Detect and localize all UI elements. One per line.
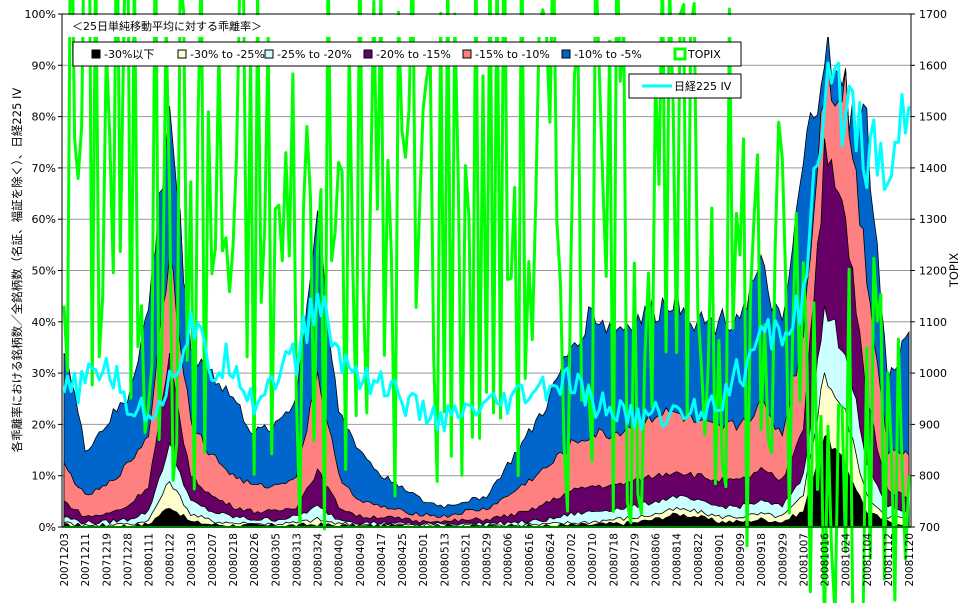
legend-item: -25% to -20% [264, 48, 352, 61]
y2-tick-label: 1300 [919, 213, 947, 226]
x-tick-label: 20080130 [186, 533, 198, 586]
x-tick-label: 20080822 [693, 533, 705, 586]
x-tick-label: 20080409 [355, 533, 367, 586]
y2-tick-label: 1100 [919, 316, 947, 329]
x-tick-label: 20081112 [883, 533, 895, 586]
y-tick-label: 60% [32, 213, 56, 226]
y-tick-label: 90% [32, 59, 56, 72]
chart-title: ＜25日単純移動平均に対する乖離率＞ [72, 19, 262, 33]
x-tick-label: 20071228 [122, 533, 134, 586]
y-tick-label: 80% [32, 111, 56, 124]
x-tick-label: 20081120 [904, 533, 916, 586]
legend-item: -10% to -5% [561, 48, 642, 61]
x-tick-label: 20080521 [460, 533, 472, 586]
iv-legend-label: 日経225 IV [674, 80, 732, 93]
legend-label: TOPIX [687, 48, 721, 61]
y-tick-label: 10% [32, 470, 56, 483]
x-tick-label: 20081016 [820, 533, 832, 587]
x-tick-label: 20080616 [524, 533, 536, 587]
legend-item: -30% to -25% [177, 48, 265, 61]
x-axis-ticks: 20071203 20071211 20071219 20071228 20080111… [59, 533, 916, 587]
x-tick-label: 20080624 [545, 533, 557, 587]
legend-item: -20% to -15% [363, 48, 451, 61]
x-tick-label: 20080909 [735, 533, 747, 586]
x-tick-label: 20080814 [672, 533, 684, 587]
x-tick-label: 20081024 [841, 533, 853, 587]
legend-item: -30%以下 [91, 48, 154, 61]
y2-tick-label: 1700 [919, 8, 947, 21]
legend-swatch [462, 49, 472, 59]
x-tick-label: 20080529 [482, 533, 494, 586]
x-tick-label: 20071211 [80, 533, 92, 586]
x-tick-label: 20080901 [714, 533, 726, 586]
y2-tick-label: 800 [919, 470, 940, 483]
x-tick-label: 20080425 [397, 533, 409, 586]
y2-tick-label: 1400 [919, 162, 947, 175]
y-tick-label: 0% [39, 521, 56, 534]
x-tick-label: 20081104 [862, 533, 874, 587]
x-tick-label: 20071203 [59, 533, 71, 586]
legend-swatch [363, 49, 373, 59]
x-tick-label: 20080417 [376, 533, 388, 586]
y-tick-label: 70% [32, 162, 56, 175]
right-axis-title: TOPIX [947, 253, 961, 288]
y2-tick-label: 1000 [919, 367, 947, 380]
x-tick-label: 20080111 [144, 533, 156, 586]
x-tick-label: 20080806 [651, 533, 663, 587]
y2-tick-label: 1500 [919, 111, 947, 124]
legend-label: -30% to -25% [190, 48, 265, 61]
x-tick-label: 20080313 [291, 533, 303, 586]
legend-swatch [91, 49, 101, 59]
x-tick-label: 20080122 [165, 533, 177, 586]
x-tick-label: 20080702 [566, 533, 578, 586]
x-tick-label: 20080718 [608, 533, 620, 586]
legend-label: -20% to -15% [376, 48, 451, 61]
x-tick-label: 20081007 [798, 533, 810, 586]
legend-label: -10% to -5% [574, 48, 642, 61]
y2-tick-label: 700 [919, 521, 940, 534]
y-tick-label: 30% [32, 367, 56, 380]
x-tick-label: 20080501 [418, 533, 430, 586]
iv-legend: 日経225 IV [628, 73, 742, 99]
legend: -30%以下 -30% to -25% -25% to -20% -20% to -1… [72, 41, 742, 67]
x-tick-label: 20080305 [270, 533, 282, 586]
legend-swatch [177, 49, 187, 59]
legend-swatch [561, 49, 571, 59]
x-tick-label: 20071219 [101, 533, 113, 586]
y2-tick-label: 1600 [919, 59, 947, 72]
legend-swatch [673, 47, 687, 61]
line-topix [62, 0, 911, 603]
legend-label: -15% to -10% [475, 48, 550, 61]
x-tick-label: 20080513 [439, 533, 451, 586]
y2-tick-label: 900 [919, 418, 940, 431]
x-tick-label: 20080729 [629, 533, 641, 586]
left-axis-ticks: 0% 10% 20% 30% 40% 50% 60% 70% 80% 90% 100% [25, 8, 62, 534]
y-tick-label: 20% [32, 418, 56, 431]
x-tick-label: 20080207 [207, 533, 219, 586]
y2-tick-label: 1200 [919, 265, 947, 278]
legend-label: -25% to -20% [277, 48, 352, 61]
x-tick-label: 20080918 [756, 533, 768, 586]
legend-item: -15% to -10% [462, 48, 550, 61]
y-tick-label: 50% [32, 265, 56, 278]
stacked-areas [63, 33, 910, 528]
legend-item: TOPIX [673, 47, 721, 61]
x-tick-label: 20080929 [777, 533, 789, 586]
legend-swatch [264, 49, 274, 59]
y-tick-label: 100% [25, 8, 56, 21]
x-tick-label: 20080606 [503, 533, 515, 587]
right-axis-ticks: 700 800 900 1000 1100 1200 1300 1400 1500 1600 170… [911, 8, 947, 534]
line-nikkei225-iv [62, 61, 911, 433]
x-tick-label: 20080710 [587, 533, 599, 586]
x-tick-label: 20080218 [228, 533, 240, 586]
x-tick-label: 20080324 [313, 533, 325, 587]
area-1 [63, 433, 910, 528]
x-tick-label: 20080226 [249, 533, 261, 587]
left-axis-title: 各乖離率における銘柄数／全銘柄数（名証、福証を除く）、日経225 IV [10, 88, 24, 453]
y-tick-label: 40% [32, 316, 56, 329]
legend-label: -30%以下 [104, 48, 154, 61]
x-tick-label: 20080401 [334, 533, 346, 586]
title-box [63, 15, 843, 37]
